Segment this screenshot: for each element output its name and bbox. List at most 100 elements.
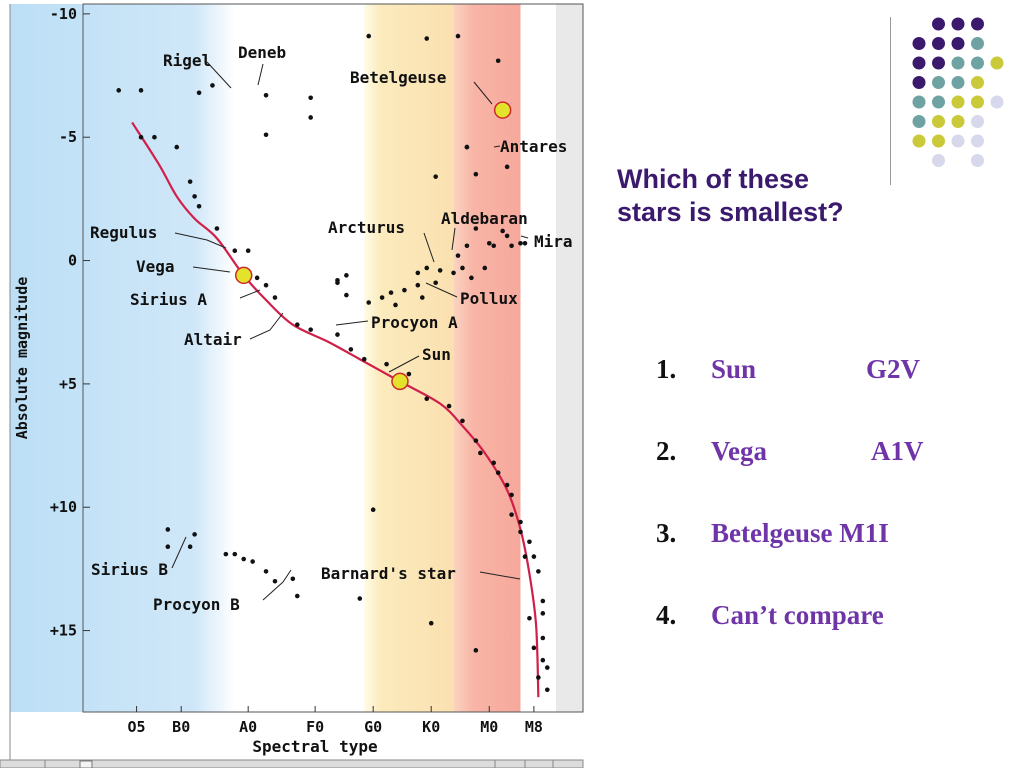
- star-point: [464, 243, 470, 249]
- x-tick-label: G0: [364, 718, 382, 736]
- main-sequence-curve: [131, 121, 540, 698]
- highlighted-stars: [234, 101, 512, 391]
- option-betelgeuse[interactable]: 3. Betelgeuse M1I: [656, 514, 924, 596]
- star-point: [174, 144, 180, 150]
- option-vega[interactable]: 2. Vega A1V: [656, 432, 924, 514]
- axes: -10 -5 0 +5 +10 +15 O5 B0 A0 F0 G0 K0 M0 M8: [50, 5, 543, 736]
- star-point: [473, 438, 479, 443]
- star-point: [433, 174, 438, 179]
- star-point: [366, 300, 372, 305]
- leader-antares: [493, 145, 501, 148]
- star-point: [451, 270, 456, 276]
- x-tick-label: M8: [525, 718, 543, 736]
- star-point: [263, 92, 269, 98]
- star-point: [366, 33, 372, 39]
- decor-dot: [971, 115, 984, 128]
- star-point: [196, 90, 202, 96]
- x-axis-label: Spectral type: [252, 737, 377, 756]
- star-labels: Rigel Deneb Betelgeuse Antares Regulus V…: [90, 43, 573, 614]
- label-altair: Altair: [184, 330, 242, 349]
- star-point: [241, 556, 247, 562]
- star-point: [192, 532, 197, 537]
- decor-dot: [932, 17, 945, 31]
- y-tick-label: 0: [68, 252, 77, 270]
- decor-dot: [912, 56, 926, 70]
- highlight-vega: [234, 266, 253, 285]
- star-point: [272, 295, 278, 300]
- y-axis-label: Absolute magnitude: [13, 277, 31, 440]
- scrollbar-thumb[interactable]: [79, 760, 93, 768]
- x-tick-label: K0: [422, 718, 440, 736]
- star-point: [165, 544, 171, 550]
- star-points: [116, 33, 550, 693]
- x-tick-label: F0: [306, 718, 324, 736]
- option-sun[interactable]: 1. Sun G2V: [656, 350, 924, 432]
- star-point: [290, 576, 296, 582]
- star-point: [308, 115, 313, 120]
- decor-dot: [951, 17, 965, 31]
- star-point: [491, 243, 497, 249]
- label-leaders: [171, 61, 529, 601]
- window-scrollbar[interactable]: [0, 759, 584, 768]
- option-name: Sun: [711, 354, 757, 384]
- star-point: [263, 282, 269, 288]
- star-point: [504, 164, 510, 170]
- leader-sirius-a: [239, 289, 261, 299]
- answer-options: 1. Sun G2V 2. Vega A1V 3. Betelgeuse M1I 4. Ca…: [656, 350, 924, 678]
- star-point: [344, 273, 349, 278]
- decor-dot: [971, 134, 984, 148]
- band-yellow: [364, 4, 454, 712]
- star-point: [518, 529, 523, 535]
- star-point: [348, 347, 354, 352]
- leader-barnards: [479, 571, 521, 580]
- label-procyon-b: Procyon B: [153, 595, 240, 614]
- star-point: [460, 265, 465, 271]
- star-point: [116, 88, 122, 93]
- label-aldebaran: Aldebaran: [441, 209, 528, 228]
- star-point: [544, 665, 550, 670]
- star-point: [415, 282, 421, 288]
- star-point: [522, 554, 528, 559]
- y-tick-label: -10: [50, 5, 77, 23]
- option-name: Betelgeuse: [711, 518, 833, 548]
- star-point: [473, 648, 479, 653]
- decor-dot: [932, 154, 945, 167]
- leader-procyon-b: [262, 569, 292, 601]
- star-point: [424, 396, 430, 402]
- star-point: [424, 265, 430, 271]
- x-tick-label: A0: [239, 718, 257, 736]
- y-tick-label: -5: [59, 128, 77, 146]
- highlight-sun: [391, 372, 409, 391]
- star-point: [540, 657, 546, 663]
- option-cant-compare[interactable]: 4. Can’t compare: [656, 596, 924, 678]
- star-point: [500, 228, 505, 234]
- option-type: A1V: [871, 436, 924, 466]
- decor-dot: [951, 76, 965, 89]
- star-point: [232, 551, 238, 557]
- decor-dot: [951, 37, 965, 50]
- question-text: Which of these stars is smallest?: [617, 163, 907, 229]
- band-red: [453, 4, 521, 712]
- star-point: [478, 450, 483, 456]
- plot-frame: [82, 3, 584, 713]
- decor-dot: [951, 95, 965, 109]
- star-point: [165, 527, 171, 532]
- star-point: [433, 280, 438, 286]
- star-point: [509, 492, 514, 498]
- star-point: [250, 559, 255, 564]
- label-pollux: Pollux: [460, 289, 518, 308]
- star-point: [384, 361, 389, 367]
- star-point: [335, 332, 340, 337]
- leader-pollux: [425, 282, 458, 298]
- x-tick-label: O5: [128, 718, 146, 736]
- leader-sun: [388, 355, 420, 373]
- star-point: [460, 418, 465, 424]
- star-point: [504, 482, 510, 488]
- hr-diagram: Rigel Deneb Betelgeuse Antares Regulus V…: [0, 3, 584, 768]
- label-regulus: Regulus: [90, 223, 157, 242]
- y-tick-label: +15: [50, 622, 77, 640]
- star-point: [152, 134, 157, 140]
- star-point: [424, 36, 430, 41]
- star-point: [428, 620, 434, 626]
- star-point: [509, 512, 514, 517]
